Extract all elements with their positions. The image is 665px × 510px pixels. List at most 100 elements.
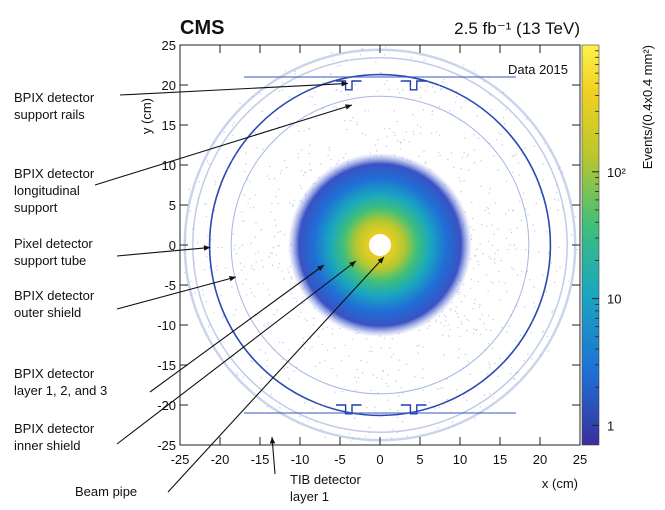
- scatter-hit: [513, 378, 515, 380]
- scatter-hit: [386, 135, 388, 137]
- scatter-hit: [204, 268, 206, 271]
- scatter-hit: [443, 325, 445, 327]
- scatter-hit: [529, 278, 531, 281]
- scatter-hit: [553, 309, 555, 311]
- scatter-hit: [279, 230, 282, 233]
- scatter-hit: [473, 149, 475, 151]
- scatter-hit: [253, 295, 256, 297]
- scatter-hit: [273, 177, 276, 180]
- scatter-hit: [374, 144, 377, 146]
- scatter-hit: [524, 147, 526, 149]
- scatter-hit: [476, 248, 478, 251]
- scatter-hit: [408, 141, 410, 143]
- annotation-arrowhead: [377, 257, 384, 264]
- scatter-hit: [257, 283, 259, 285]
- scatter-hit: [278, 188, 280, 191]
- scatter-hit: [362, 47, 364, 50]
- scatter-hit: [387, 374, 390, 376]
- scatter-hit: [449, 308, 451, 310]
- scatter-hit: [391, 337, 394, 340]
- scatter-hit: [253, 268, 255, 271]
- scatter-hit: [357, 377, 360, 379]
- scatter-hit: [401, 421, 404, 423]
- scatter-hit: [396, 431, 399, 434]
- scatter-hit: [304, 171, 306, 173]
- scatter-hit: [226, 156, 228, 159]
- scatter-hit: [412, 130, 414, 132]
- scatter-hit: [266, 359, 268, 361]
- scatter-hit: [515, 153, 518, 155]
- scatter-hit: [205, 300, 208, 303]
- scatter-hit: [233, 314, 235, 316]
- scatter-hit: [251, 292, 253, 294]
- scatter-hit: [404, 74, 406, 77]
- scatter-hit: [439, 154, 441, 157]
- scatter-hit: [486, 373, 489, 376]
- scatter-hit: [522, 192, 525, 195]
- scatter-hit: [278, 90, 280, 93]
- scatter-hit: [463, 315, 466, 317]
- scatter-hit: [428, 401, 431, 404]
- annotation-line: layer 1, 2, and 3: [14, 383, 107, 398]
- scatter-hit: [575, 215, 577, 218]
- scatter-hit: [558, 167, 560, 170]
- scatter-hit: [486, 225, 488, 227]
- scatter-hit: [497, 375, 499, 378]
- scatter-hit: [504, 122, 506, 125]
- scatter-hit: [541, 331, 544, 334]
- x-tick-label: -25: [171, 452, 190, 467]
- scatter-hit: [311, 407, 314, 409]
- scatter-hit: [278, 341, 281, 344]
- scatter-hit: [443, 354, 445, 356]
- scatter-hit: [344, 119, 346, 122]
- scatter-hit: [467, 169, 470, 171]
- scatter-hit: [277, 202, 279, 205]
- scatter-hit: [436, 388, 439, 390]
- scatter-hit: [481, 314, 483, 316]
- scatter-hit: [466, 329, 468, 332]
- scatter-hit: [502, 116, 505, 119]
- scatter-hit: [277, 117, 279, 120]
- scatter-hit: [255, 253, 257, 255]
- scatter-hit: [542, 330, 545, 332]
- scatter-hit: [422, 109, 425, 111]
- scatter-hit: [209, 237, 212, 240]
- scatter-hit: [250, 207, 252, 209]
- annotation-line: inner shield: [14, 438, 81, 453]
- scatter-hit: [245, 294, 248, 296]
- scatter-hit: [494, 202, 497, 205]
- scatter-hit: [424, 58, 427, 60]
- scatter-hit: [264, 326, 267, 328]
- scatter-hit: [399, 148, 401, 150]
- scatter-hit: [298, 130, 300, 132]
- scatter-hit: [393, 109, 395, 112]
- scatter-hit: [456, 312, 458, 315]
- scatter-hit: [479, 318, 481, 321]
- scatter-hit: [354, 83, 356, 86]
- scatter-hit: [525, 271, 528, 274]
- scatter-hit: [322, 77, 324, 79]
- scatter-hit: [514, 154, 516, 157]
- scatter-hit: [334, 391, 336, 393]
- scatter-hit: [385, 382, 388, 385]
- scatter-hit: [296, 366, 298, 369]
- scatter-hit: [449, 329, 451, 331]
- scatter-hit: [275, 254, 278, 256]
- scatter-hit: [349, 119, 352, 122]
- scatter-hit: [255, 222, 257, 224]
- scatter-hit: [245, 278, 247, 280]
- annotation-arrow: [116, 260, 357, 445]
- scatter-hit: [533, 145, 536, 147]
- scatter-hit: [419, 97, 422, 99]
- scatter-hit: [376, 376, 378, 379]
- scatter-hit: [253, 206, 255, 208]
- scatter-hit: [457, 327, 459, 329]
- scatter-hit: [530, 332, 532, 334]
- scatter-hit: [283, 233, 286, 236]
- scatter-hit: [481, 223, 483, 226]
- scatter-hit: [333, 106, 336, 108]
- scatter-hit: [484, 412, 486, 414]
- scatter-hit: [221, 246, 223, 249]
- scatter-hit: [534, 230, 536, 232]
